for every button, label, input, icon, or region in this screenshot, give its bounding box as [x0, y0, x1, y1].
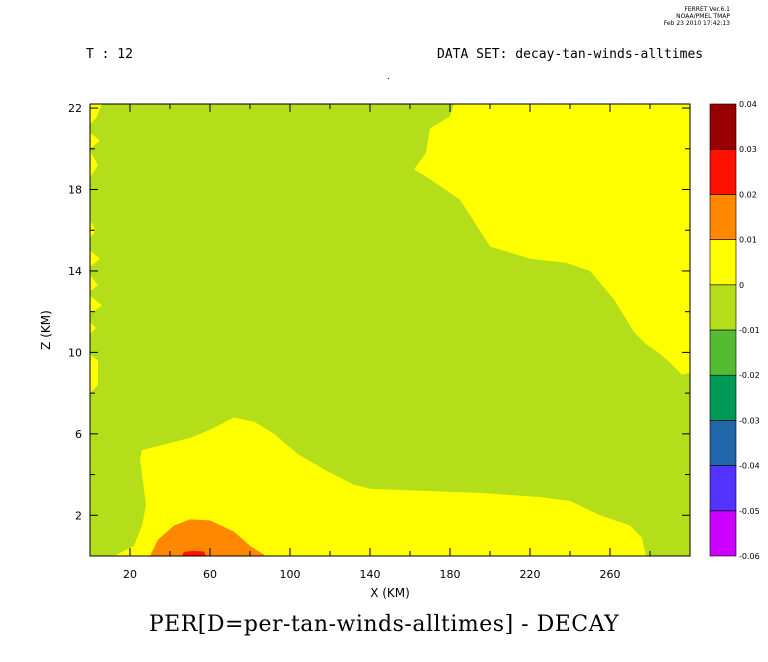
contour-region-5 — [90, 132, 100, 149]
x-tick-label-100: 100 — [280, 568, 301, 581]
contour-region-8 — [90, 250, 100, 267]
colorbar-swatch-9 — [709, 103, 737, 150]
colorbar-label-0: -0.06 — [739, 552, 760, 561]
y-tick-label-2: 2 — [75, 509, 82, 522]
stamp-line-3: Feb 23 2010 17:42:13 — [663, 20, 730, 27]
x-tick-label-180: 180 — [440, 568, 461, 581]
plot-frame — [89, 103, 691, 557]
colorbar-label-4: -0.02 — [739, 371, 760, 380]
y-tick-label-10: 10 — [68, 346, 82, 359]
contour-region-2 — [150, 519, 266, 556]
colorbar-swatch-5 — [709, 284, 737, 331]
stray-dot: . — [386, 72, 391, 81]
colorbar-label-3: -0.03 — [739, 416, 760, 425]
colorbar-label-1: -0.05 — [739, 507, 760, 516]
x-axis-label: X (KM) — [370, 586, 410, 600]
colorbar-label-8: 0.02 — [739, 190, 757, 199]
contour-region-0 — [414, 104, 690, 375]
contour-region-1 — [114, 417, 646, 556]
colorbar-swatch-0 — [709, 510, 737, 557]
contour-region-7 — [90, 220, 96, 239]
contour-region-4 — [90, 104, 102, 125]
x-tick-label-140: 140 — [360, 568, 381, 581]
time-label: T : 12 — [86, 47, 133, 62]
ferret-version-stamp: FERRET Ver.6.1 NOAA/PMEL TMAP Feb 23 201… — [600, 6, 730, 27]
x-tick-label-220: 220 — [520, 568, 541, 581]
colorbar-label-10: 0.04 — [739, 100, 757, 109]
x-tick-label-60: 60 — [203, 568, 217, 581]
contour-region-11 — [90, 321, 96, 335]
colorbar-label-5: -0.01 — [739, 326, 760, 335]
contour-region-12 — [90, 354, 98, 394]
y-tick-label-14: 14 — [68, 265, 82, 278]
y-axis-label: Z (KM) — [39, 310, 53, 350]
contour-region-10 — [90, 295, 102, 314]
stamp-line-2: NOAA/PMEL TMAP — [676, 13, 730, 20]
contour-region-9 — [90, 275, 98, 292]
dataset-label: DATA SET: decay-tan-winds-alltimes — [437, 47, 704, 62]
colorbar-swatch-6 — [709, 239, 737, 286]
colorbar-label-6: 0 — [739, 281, 744, 290]
contour-region-6 — [90, 150, 98, 178]
contour-region-3 — [182, 550, 206, 556]
colorbar-label-9: 0.03 — [739, 145, 757, 154]
colorbar-swatch-2 — [709, 420, 737, 466]
colorbar-swatch-4 — [709, 329, 737, 376]
colorbar-label-2: -0.04 — [739, 462, 760, 471]
colorbar-swatch-8 — [709, 148, 737, 195]
plot-title: PER[D=per-tan-winds-alltimes] - DECAY — [148, 612, 620, 637]
colorbar-swatch-7 — [709, 194, 737, 240]
y-tick-label-6: 6 — [75, 428, 82, 441]
y-tick-label-18: 18 — [68, 184, 82, 197]
colorbar-label-7: 0.01 — [739, 236, 757, 245]
colorbar-swatch-1 — [709, 465, 737, 512]
x-tick-label-20: 20 — [123, 568, 137, 581]
y-tick-label-22: 22 — [68, 102, 82, 115]
stamp-line-1: FERRET Ver.6.1 — [684, 6, 730, 13]
x-tick-label-260: 260 — [600, 568, 621, 581]
colorbar-swatch-3 — [709, 374, 737, 421]
